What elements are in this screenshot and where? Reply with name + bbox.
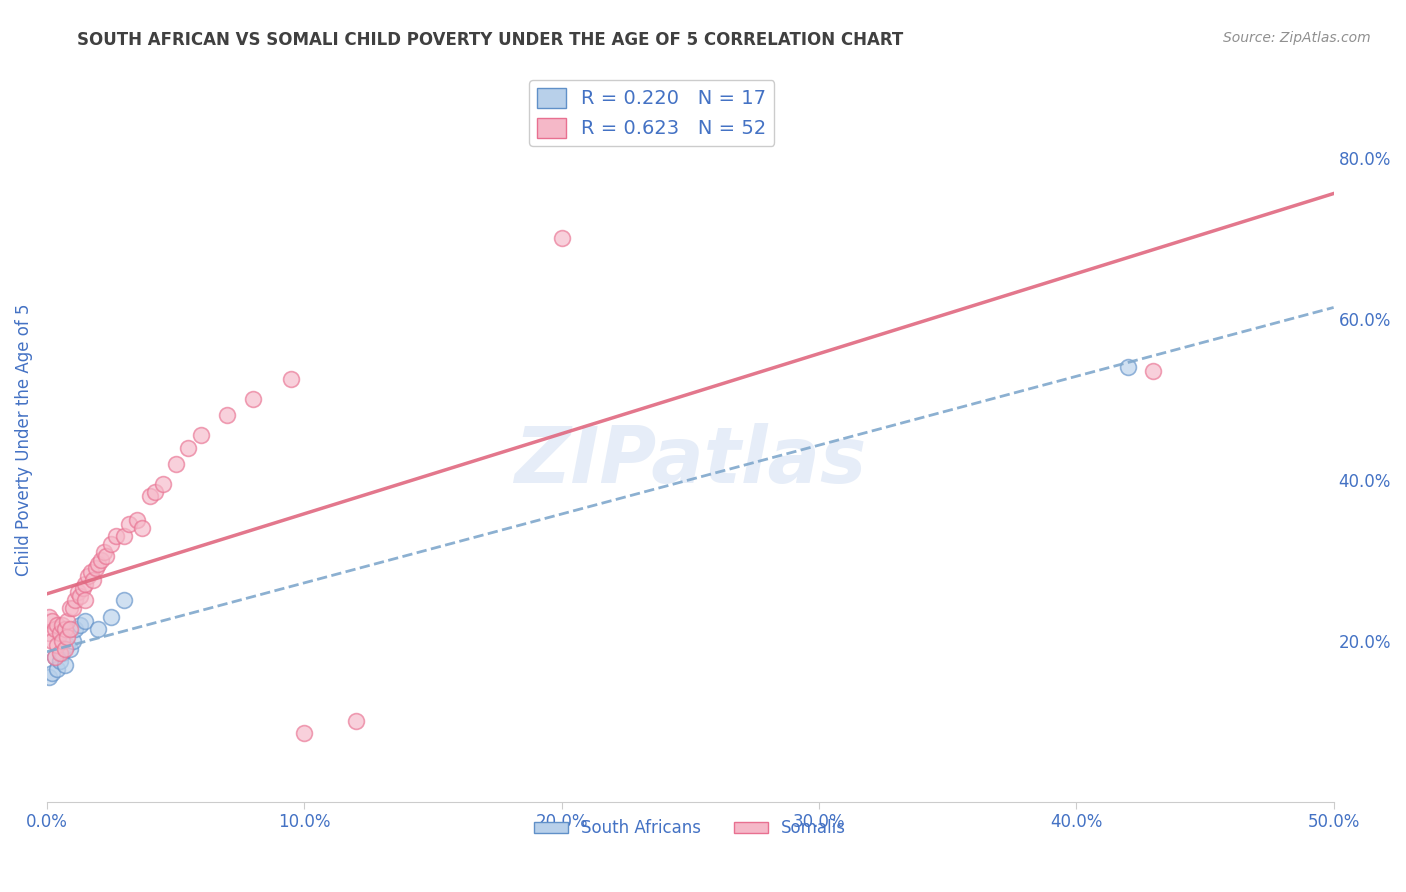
Point xyxy=(38,625,60,640)
Point xyxy=(280,372,302,386)
Point xyxy=(51,617,73,632)
Point xyxy=(87,558,110,572)
Point xyxy=(344,714,367,728)
Y-axis label: Child Poverty Under the Age of 5: Child Poverty Under the Age of 5 xyxy=(15,303,32,575)
Point xyxy=(550,231,572,245)
Point xyxy=(53,641,76,656)
Point xyxy=(105,529,128,543)
Point xyxy=(1142,364,1164,378)
Point xyxy=(100,537,122,551)
Point xyxy=(143,484,166,499)
Point xyxy=(49,625,72,640)
Point xyxy=(72,582,94,596)
Point xyxy=(63,593,86,607)
Point xyxy=(44,649,66,664)
Point xyxy=(112,593,135,607)
Point xyxy=(63,622,86,636)
Text: SOUTH AFRICAN VS SOMALI CHILD POVERTY UNDER THE AGE OF 5 CORRELATION CHART: SOUTH AFRICAN VS SOMALI CHILD POVERTY UN… xyxy=(77,31,904,49)
Point xyxy=(49,646,72,660)
Point xyxy=(139,489,162,503)
Point xyxy=(87,622,110,636)
Point xyxy=(56,630,79,644)
Point xyxy=(165,457,187,471)
Point xyxy=(94,549,117,564)
Point xyxy=(112,529,135,543)
Text: ZIPatlas: ZIPatlas xyxy=(515,423,866,500)
Text: Source: ZipAtlas.com: Source: ZipAtlas.com xyxy=(1223,31,1371,45)
Point xyxy=(41,633,63,648)
Point xyxy=(100,609,122,624)
Point xyxy=(75,577,97,591)
Point xyxy=(66,585,89,599)
Point xyxy=(41,665,63,680)
Legend: South Africans, Somalis: South Africans, Somalis xyxy=(527,813,853,844)
Point xyxy=(90,553,112,567)
Point xyxy=(59,641,82,656)
Point xyxy=(69,590,91,604)
Point xyxy=(242,392,264,407)
Point xyxy=(46,662,69,676)
Point xyxy=(59,601,82,615)
Point xyxy=(53,622,76,636)
Point xyxy=(131,521,153,535)
Point xyxy=(118,516,141,531)
Point xyxy=(46,617,69,632)
Point xyxy=(41,614,63,628)
Point xyxy=(152,476,174,491)
Point xyxy=(44,622,66,636)
Point xyxy=(84,561,107,575)
Point xyxy=(69,617,91,632)
Point xyxy=(93,545,115,559)
Point xyxy=(75,614,97,628)
Point xyxy=(49,654,72,668)
Point xyxy=(51,633,73,648)
Point xyxy=(1116,360,1139,375)
Point xyxy=(56,614,79,628)
Point xyxy=(59,622,82,636)
Point xyxy=(62,601,84,615)
Point xyxy=(215,409,238,423)
Point xyxy=(46,638,69,652)
Point xyxy=(190,428,212,442)
Point xyxy=(75,593,97,607)
Point xyxy=(125,513,148,527)
Point xyxy=(38,609,60,624)
Point xyxy=(77,569,100,583)
Point xyxy=(292,726,315,740)
Point xyxy=(82,574,104,588)
Point xyxy=(177,441,200,455)
Point xyxy=(44,649,66,664)
Point xyxy=(38,670,60,684)
Point xyxy=(56,638,79,652)
Point xyxy=(51,646,73,660)
Point xyxy=(79,566,101,580)
Point xyxy=(62,633,84,648)
Point xyxy=(53,657,76,672)
